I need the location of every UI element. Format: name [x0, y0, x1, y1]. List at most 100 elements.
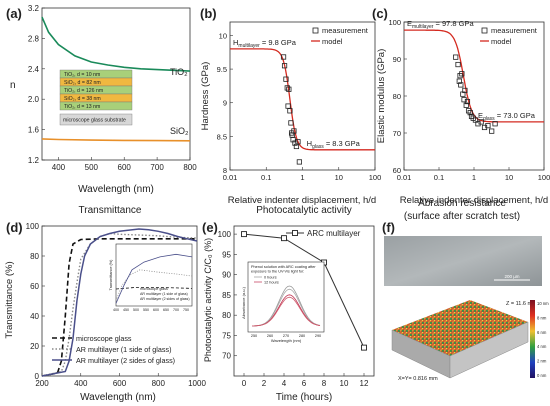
inset-x-tick-label: 700 — [173, 308, 179, 312]
annotation-multilayer: Emultilayer = 97.8 GPa — [407, 19, 474, 30]
annotation-glass: Eglass = 73.0 GPa — [478, 111, 536, 122]
legend-label-measurement: measurement — [491, 26, 538, 35]
x-axis-label-e: Time (hours) — [276, 392, 332, 403]
panel-label-b: (b) — [200, 6, 217, 21]
scale-bar-label: 200 µm — [504, 274, 519, 279]
stack-layer-label: TiO₂, d = 10 nm — [64, 72, 100, 78]
legend-label: microscope glass — [76, 334, 132, 343]
x-tick-label: 1000 — [188, 379, 206, 388]
stack-layer-label: SiO₂, d = 82 nm — [64, 80, 101, 86]
y-axis-label-d: Transmittance (%) — [4, 261, 15, 338]
inset-x-tick-label: 750 — [183, 308, 189, 312]
data-point — [283, 76, 289, 82]
x-tick-label: 0.01 — [223, 173, 238, 182]
x-tick-label: 10 — [340, 379, 349, 388]
data-point — [284, 85, 290, 91]
inset-y-axis-label: Transmittance (%) — [109, 259, 113, 291]
stack-layer-label: TiO₂, d = 13 nm — [64, 104, 100, 110]
curve-label-sio2: SiO₂ — [170, 126, 189, 136]
x-tick-label: 10 — [335, 173, 343, 182]
inset-legend-label: 0 hours — [264, 275, 277, 279]
x-axis-label-d: Wavelength (nm) — [80, 392, 156, 403]
panel-d: (d) Transmittance 200 400 600 800 1000 0 20 40 6… — [4, 205, 206, 403]
y-tick-label: 2.4 — [28, 65, 40, 74]
y-tick-label: 60 — [393, 166, 401, 175]
surface-top — [392, 300, 528, 356]
inset-x-tick-label: 500 — [133, 308, 139, 312]
inset-frame-e — [247, 261, 325, 333]
x-axis-label-b: Relative indenter displacement, h/d — [228, 195, 376, 206]
curve-label-tio2: TiO₂ — [170, 67, 188, 77]
inset-frame-d — [115, 243, 193, 307]
x-tick-label: 100 — [369, 173, 382, 182]
inset-x-tick-label: 550 — [143, 308, 149, 312]
inset-line — [115, 253, 193, 304]
xy-range-label: X=Y= 0.816 mm — [398, 376, 438, 382]
data-point — [478, 119, 484, 125]
legend-marker-arc — [292, 230, 298, 236]
x-tick-label: 0.1 — [261, 173, 271, 182]
data-point — [286, 86, 292, 92]
height-colorbar — [530, 300, 535, 378]
inset-legend-label: AR multilayer (2 sides of glass) — [140, 297, 190, 301]
x-tick-label: 1 — [472, 173, 476, 182]
x-tick-label: 800 — [152, 379, 166, 388]
x-tick-label: 4 — [282, 379, 287, 388]
colorbar-tick-label: 8 nm — [537, 315, 547, 320]
y-tick-label: 100 — [218, 230, 232, 239]
panel-c-plot-frame — [403, 21, 545, 171]
data-point — [453, 54, 459, 60]
panel-label-c: (c) — [372, 6, 388, 21]
surface-3d-plot: Z = 11.6 nm X=Y= 0.816 mm 10 nm 8 nm 6 nm 4… — [391, 300, 549, 382]
inset-y-axis-label: Absorbance (a.u.) — [241, 286, 246, 318]
data-point — [291, 128, 297, 134]
inset-x-tick-label: 270 — [283, 334, 289, 338]
inset-line — [115, 287, 193, 290]
data-point — [467, 110, 473, 116]
inset-x-tick-label: 400 — [113, 308, 119, 312]
legend-label-model: model — [491, 37, 512, 46]
panel-label-f: (f) — [382, 220, 395, 235]
y-tick-label: 100 — [388, 18, 401, 27]
inset-x-tick-label: 650 — [163, 308, 169, 312]
panel-label-d: (d) — [6, 220, 23, 235]
y-tick-label: 85 — [222, 291, 231, 300]
y-tick-label: 9.5 — [217, 65, 227, 74]
data-point — [462, 87, 468, 94]
x-axis-label-c: Relative indenter displacement, h/d — [400, 195, 548, 206]
x-tick-label: 0.1 — [434, 173, 444, 182]
y-tick-label: 1.6 — [28, 126, 40, 135]
microscope-image: 200 µm — [384, 236, 542, 286]
series-line-tio2 — [41, 16, 191, 72]
y-tick-label: 75 — [222, 331, 231, 340]
y-tick-label: 90 — [393, 55, 401, 64]
series-line-1 — [41, 232, 198, 377]
series-line-sio2 — [41, 138, 191, 142]
data-point — [295, 139, 301, 145]
data-point — [241, 231, 247, 238]
inset-title-line1: Phenol solution with ARC coating after — [251, 265, 316, 269]
x-tick-label: 200 — [35, 379, 49, 388]
heading-f-line1: Abrasion resistance — [418, 198, 506, 209]
y-tick-label: 9 — [223, 99, 227, 108]
x-tick-label: 500 — [85, 163, 99, 172]
panel-a: (a) 400 500 600 700 800 1.2 1.6 2.0 2.4 2.8 3.2 Ti… — [6, 4, 197, 195]
x-tick-label: 0.01 — [397, 173, 412, 182]
legend-label-model: model — [322, 37, 343, 46]
inset-legend-label: 12 hours — [264, 280, 279, 284]
stack-layer — [59, 101, 133, 111]
inset-absorbance-curve — [252, 296, 321, 327]
y-tick-label: 8 — [223, 166, 227, 175]
annotation-multilayer: Hmultilayer = 9.8 GPa — [233, 38, 297, 49]
data-point — [281, 235, 287, 242]
series-line-arc — [243, 233, 365, 348]
inset-x-tick-label: 450 — [123, 308, 129, 312]
y-tick-label: 80 — [222, 311, 231, 320]
panel-b-plot-frame — [229, 21, 376, 171]
data-point — [464, 98, 471, 105]
layer-stack-inset: TiO₂, d = 10 nm SiO₂, d = 82 nm TiO₂, d = … — [59, 69, 133, 126]
y-tick-label: 80 — [393, 92, 401, 101]
data-point — [455, 61, 461, 68]
y-axis-label-e: Photocatalytic activity C/C₀ (%) — [203, 238, 213, 362]
y-tick-label: 1.2 — [28, 156, 40, 165]
